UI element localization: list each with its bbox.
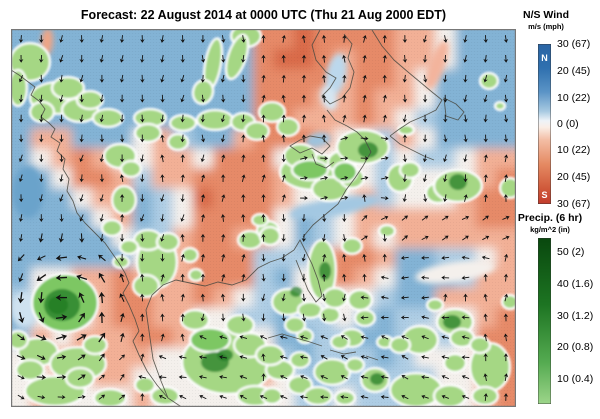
svg-text:N: N — [541, 53, 548, 63]
svg-text:S: S — [541, 190, 547, 200]
